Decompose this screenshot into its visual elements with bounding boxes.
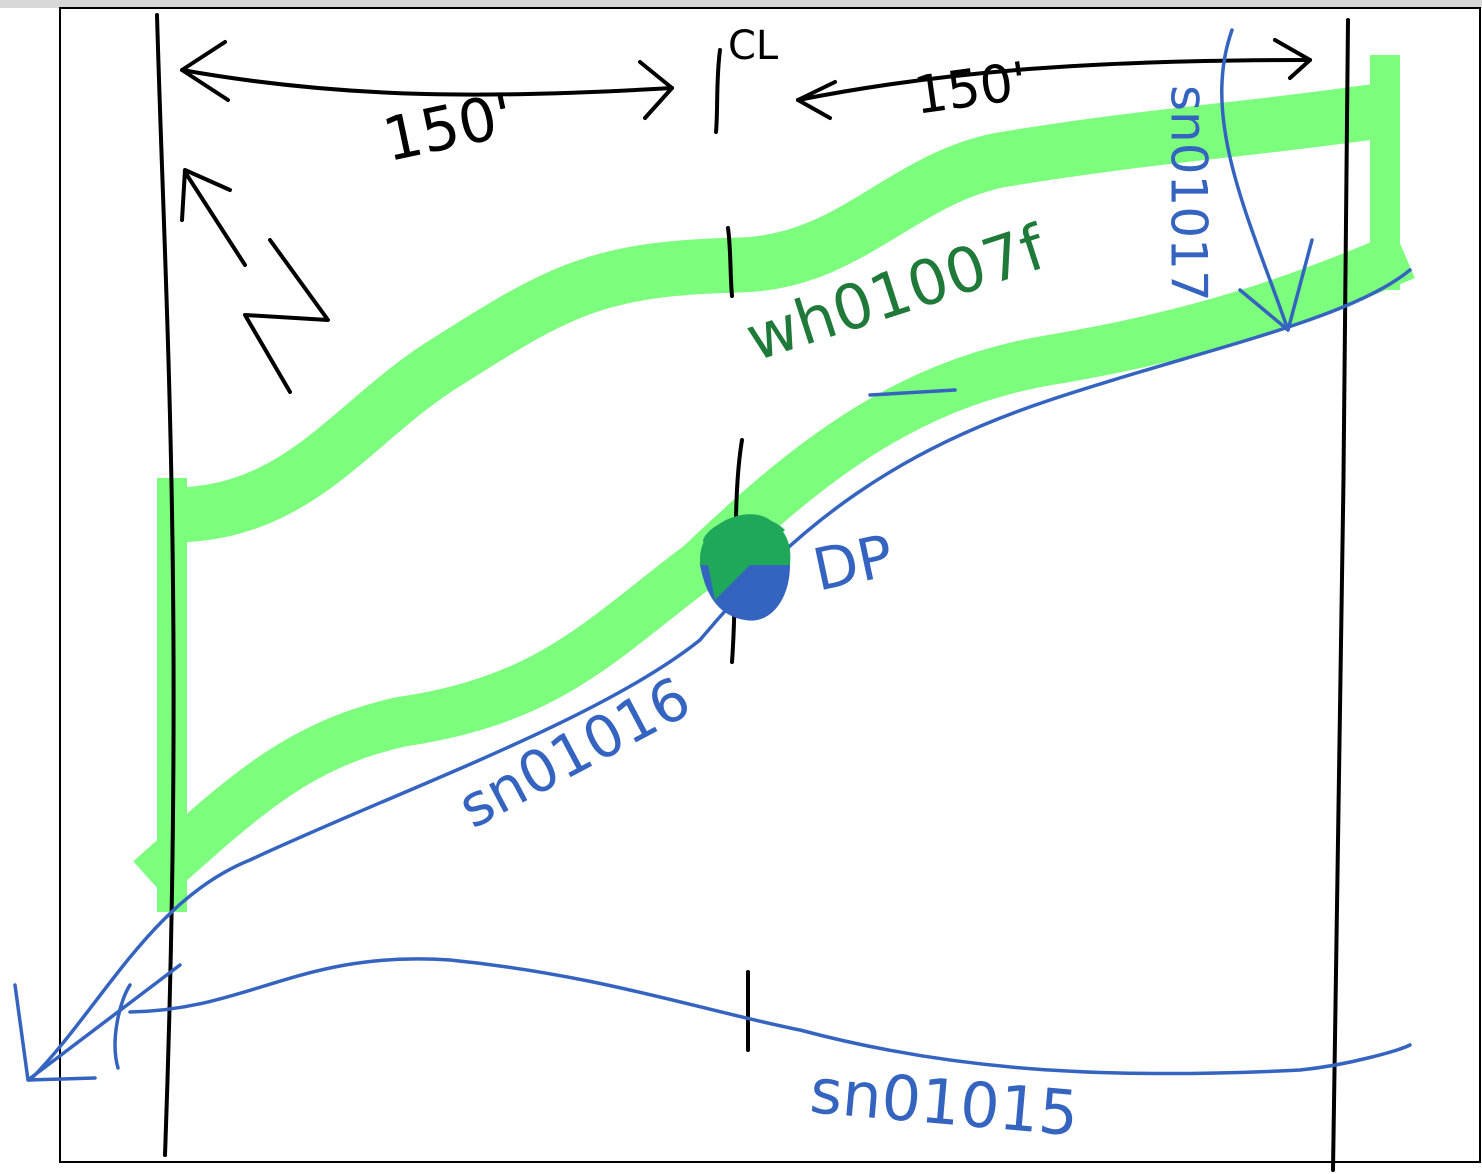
road-label: sn01017: [1160, 85, 1218, 302]
point-label: DP: [807, 521, 899, 604]
right-boundary: [1331, 18, 1350, 1172]
north-arrow: [180, 168, 330, 394]
left-boundary: [155, 13, 176, 1157]
line-sn01015: [128, 957, 1412, 1076]
top-strip: [0, 0, 1482, 8]
centerline-label: CL: [728, 23, 779, 69]
dimension-arrows: [180, 38, 1312, 120]
dp-point: [700, 514, 791, 621]
lt-arrow: [13, 963, 182, 1082]
dash: [868, 388, 957, 397]
corridor-upper: [159, 82, 1390, 543]
line-sn01016: [28, 268, 1412, 1082]
arrow-sn01017: [1220, 28, 1314, 332]
